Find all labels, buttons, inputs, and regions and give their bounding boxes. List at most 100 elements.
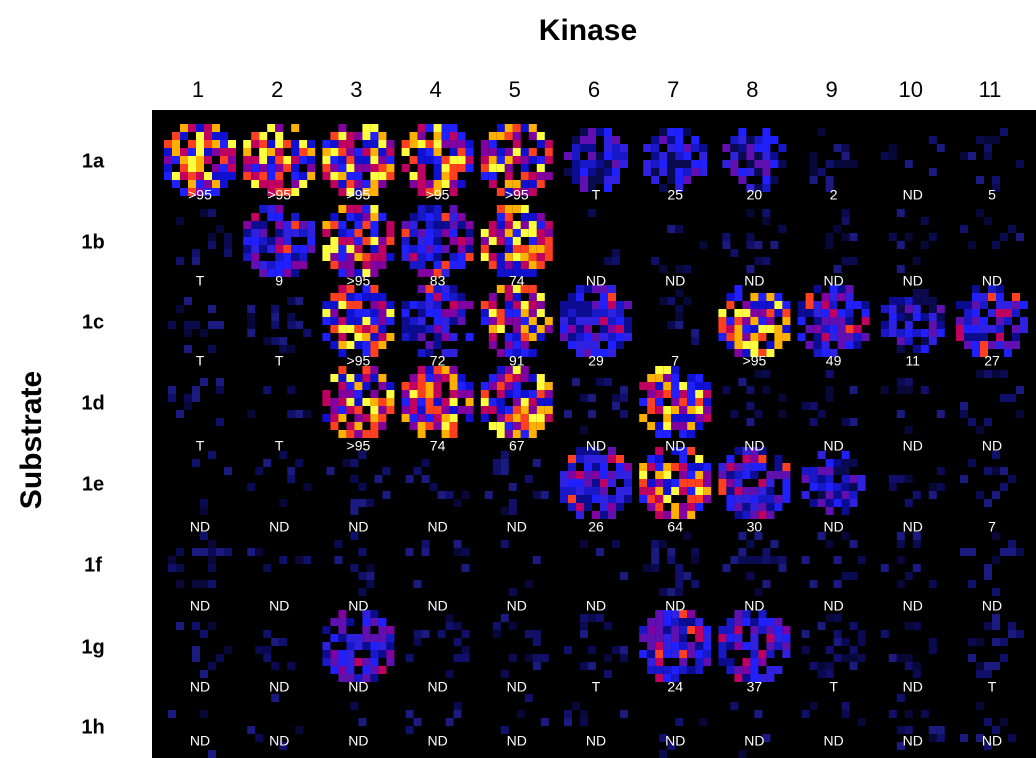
spot-pixel [521,164,529,172]
spot-pixel [913,329,921,337]
spot-pixel [937,321,945,329]
spot-pixel [810,160,818,168]
spot-pixel [647,374,655,382]
spot-pixel [806,309,814,317]
spot-pixel [988,325,996,333]
spot-pixel [687,463,695,471]
spot-pixel [937,329,945,337]
spot-pixel [489,221,497,229]
spot-pixel [921,345,929,353]
spot-pixel [826,646,834,654]
spot-pixel [497,164,505,172]
spot-pixel [374,475,382,483]
spot-pixel [497,124,505,132]
spot-pixel [418,164,426,172]
cell-value: 5 [988,187,996,203]
spot-pixel [402,253,410,261]
spot-pixel [612,646,620,654]
spot-pixel [846,317,854,325]
spot-pixel [267,205,275,213]
spot-pixel [283,156,291,164]
spot-pixel [691,548,699,556]
spot-pixel [422,548,430,556]
spot-pixel [984,370,992,378]
spot-pixel [956,317,964,325]
spot-pixel [679,455,687,463]
spot-pixel [330,293,338,301]
row-label: 1f [84,554,102,576]
spot-pixel [826,491,834,499]
spot-pixel [651,176,659,184]
spot-pixel [386,148,394,156]
spot-pixel [287,386,295,394]
spot-pixel [647,390,655,398]
spot-pixel [497,317,505,325]
spot-pixel [330,666,338,674]
spot-pixel [647,495,655,503]
spot-pixel [612,540,620,548]
spot-pixel [164,156,172,164]
spot-pixel [842,144,850,152]
spot-pixel [378,618,386,626]
spot-pixel [687,471,695,479]
spot-pixel [251,229,259,237]
spot-pixel [283,221,291,229]
spot-pixel [905,386,913,394]
spot-pixel [826,241,834,249]
spot-pixel [216,225,224,233]
spot-pixel [588,646,596,654]
spot-pixel [263,654,271,662]
spot-pixel [370,237,378,245]
spot-pixel [338,626,346,634]
spot-pixel [251,164,259,172]
spot-pixel [338,406,346,414]
spot-pixel [410,325,418,333]
spot-pixel [651,548,659,556]
spot-pixel [212,124,220,132]
spot-pixel [362,382,370,390]
spot-pixel [659,152,667,160]
spot-pixel [842,467,850,475]
spot-pixel [263,646,271,654]
spot-pixel [846,341,854,349]
spot-pixel [370,398,378,406]
spot-pixel [580,136,588,144]
spot-pixel [418,374,426,382]
spot-pixel [1004,309,1012,317]
cell-value: ND [348,519,368,535]
spot-pixel [913,257,921,265]
spot-pixel [418,156,426,164]
spot-pixel [651,540,659,548]
spot-pixel [208,750,216,758]
spot-pixel [588,128,596,136]
spot-pixel [418,172,426,180]
spot-pixel [814,309,822,317]
spot-pixel [275,261,283,269]
spot-pixel [584,503,592,511]
spot-pixel [576,479,584,487]
spot-pixel [568,317,576,325]
spot-pixel [972,317,980,325]
spot-pixel [782,626,790,634]
spot-pixel [362,237,370,245]
spot-pixel [842,638,850,646]
spot-pixel [505,229,513,237]
spot-pixel [842,654,850,662]
spot-pixel [655,511,663,519]
spot-pixel [834,556,842,564]
spot-pixel [734,317,742,325]
spot-pixel [521,422,529,430]
spot-pixel [330,422,338,430]
spot-pixel [675,176,683,184]
spot-pixel [663,618,671,626]
spot-pixel [533,459,541,467]
spot-pixel [454,622,462,630]
spot-pixel [734,333,742,341]
spot-pixel [537,213,545,221]
spot-pixel [620,646,628,654]
spot-pixel [505,382,513,390]
spot-pixel [255,646,263,654]
spot-pixel [362,398,370,406]
spot-pixel [259,237,267,245]
spot-pixel [568,341,576,349]
